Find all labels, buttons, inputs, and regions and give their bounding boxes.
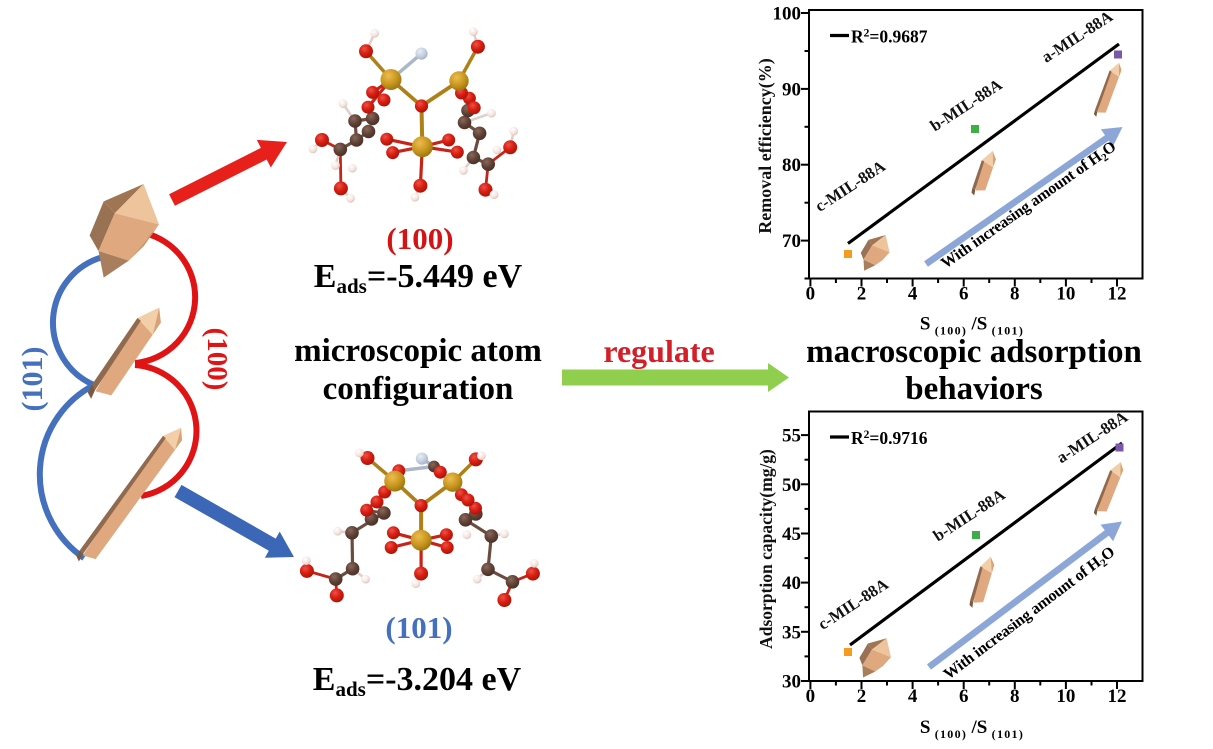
svg-text:4: 4: [908, 284, 918, 305]
svg-text:40: 40: [782, 573, 801, 594]
svg-text:90: 90: [782, 79, 801, 100]
svg-text:70: 70: [782, 231, 801, 252]
svg-text:80: 80: [782, 155, 801, 176]
svg-text:35: 35: [782, 622, 801, 643]
svg-text:100: 100: [773, 4, 802, 25]
svg-text:10: 10: [1056, 686, 1075, 707]
svg-text:4: 4: [908, 686, 918, 707]
svg-text:behaviors: behaviors: [905, 371, 1043, 407]
svg-text:2: 2: [857, 686, 867, 707]
svg-text:0: 0: [806, 284, 816, 305]
svg-text:(101): (101): [16, 347, 49, 412]
svg-text:S (100) /S (101): S (100) /S (101): [920, 717, 1024, 741]
svg-text:45: 45: [782, 524, 801, 545]
svg-text:12: 12: [1108, 686, 1127, 707]
svg-text:Adsorption capacity(mg/g): Adsorption capacity(mg/g): [756, 449, 776, 649]
svg-text:6: 6: [959, 686, 969, 707]
svg-text:55: 55: [782, 426, 801, 447]
svg-text:R2=0.9716: R2=0.9716: [851, 428, 928, 448]
svg-text:0: 0: [806, 686, 816, 707]
svg-text:R2=0.9687: R2=0.9687: [851, 27, 928, 47]
svg-text:30: 30: [782, 672, 801, 693]
svg-text:8: 8: [1010, 686, 1020, 707]
svg-text:10: 10: [1056, 284, 1075, 305]
svg-text:12: 12: [1108, 284, 1127, 305]
svg-text:(100): (100): [201, 328, 233, 391]
svg-text:Removal efficiency(%): Removal efficiency(%): [755, 58, 776, 233]
svg-text:macroscopic adsorption: macroscopic adsorption: [806, 334, 1142, 370]
svg-text:regulate: regulate: [603, 333, 714, 369]
svg-text:6: 6: [959, 284, 969, 305]
svg-text:configuration: configuration: [323, 371, 514, 407]
svg-text:(101): (101): [385, 610, 452, 645]
svg-text:(100): (100): [386, 221, 453, 256]
svg-text:8: 8: [1010, 284, 1020, 305]
svg-text:50: 50: [782, 475, 801, 496]
svg-text:Eads=-3.204 eV: Eads=-3.204 eV: [313, 661, 522, 701]
svg-text:2: 2: [857, 284, 867, 305]
svg-text:microscopic atom: microscopic atom: [294, 333, 542, 369]
